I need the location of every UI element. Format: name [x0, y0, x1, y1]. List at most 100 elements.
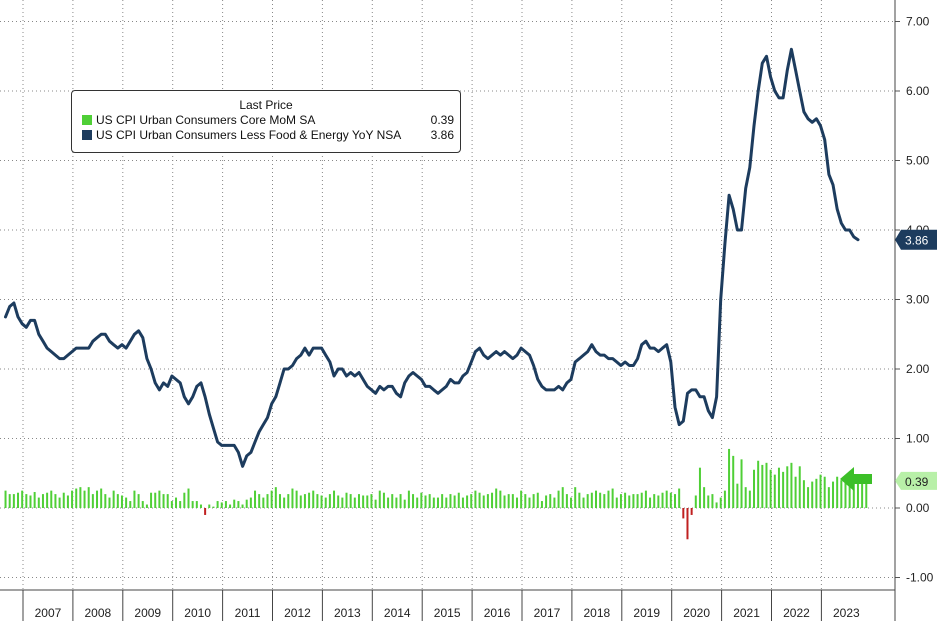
bar-mom — [865, 480, 868, 508]
x-tick-label: 2020 — [683, 606, 710, 620]
bar-mom — [491, 492, 494, 508]
bar-mom — [474, 490, 477, 508]
bar-mom — [636, 494, 639, 508]
bar-mom — [333, 490, 336, 508]
bar-mom — [507, 494, 510, 508]
bar-mom — [137, 494, 140, 508]
bar-mom — [436, 497, 439, 508]
bar-mom — [503, 495, 506, 508]
y-tick-label: 2.00 — [906, 362, 930, 376]
bar-mom — [773, 474, 776, 508]
bar-mom — [283, 497, 286, 508]
bar-mom — [499, 490, 502, 508]
bar-mom — [545, 495, 548, 508]
bar-mom — [532, 494, 535, 508]
bar-mom — [482, 495, 485, 508]
bar-mom — [370, 494, 373, 508]
bar-mom — [757, 460, 760, 508]
bar-mom — [511, 494, 514, 508]
bar-mom — [66, 495, 69, 508]
bar-mom — [303, 494, 306, 508]
y-tick-label: -1.00 — [906, 571, 934, 585]
y-tick-label: 6.00 — [906, 84, 930, 98]
bar-mom — [798, 466, 801, 508]
bar-mom — [769, 469, 772, 508]
bar-mom — [345, 492, 348, 508]
bar-mom — [536, 492, 539, 508]
bar-mom — [349, 494, 352, 508]
bar-mom — [815, 478, 818, 508]
bar-mom — [407, 490, 410, 508]
last-value-yoy: 3.86 — [905, 234, 929, 248]
bar-mom — [96, 490, 99, 508]
legend-box: Last Price US CPI Urban Consumers Core M… — [71, 90, 461, 153]
bar-mom — [133, 490, 136, 508]
bar-mom — [782, 471, 785, 508]
x-tick-label: 2013 — [334, 606, 361, 620]
bar-mom — [827, 487, 830, 508]
bar-mom — [104, 494, 107, 508]
bar-mom — [357, 494, 360, 508]
bar-mom — [4, 490, 7, 508]
bar-mom — [100, 488, 103, 508]
bar-mom — [628, 495, 631, 508]
bar-mom — [802, 480, 805, 508]
bar-mom — [740, 459, 743, 508]
bar-mom — [445, 497, 448, 508]
bar-mom — [852, 481, 855, 508]
bar-mom — [179, 501, 182, 508]
last-value-tag-mom — [895, 471, 937, 490]
bar-mom — [744, 487, 747, 508]
bar-mom — [524, 494, 527, 508]
bar-mom — [686, 508, 689, 540]
legend-item-core-yoy: US CPI Urban Consumers Less Food & Energ… — [72, 128, 460, 143]
bar-mom — [54, 494, 57, 508]
bar-mom — [678, 488, 681, 508]
bar-mom — [195, 501, 198, 508]
bar-mom — [46, 492, 49, 508]
bar-mom — [794, 476, 797, 508]
bar-mom — [237, 501, 240, 508]
x-tick-label: 2016 — [484, 606, 511, 620]
bar-mom — [848, 480, 851, 508]
bar-mom — [270, 490, 273, 508]
bar-mom — [382, 492, 385, 508]
bar-mom — [204, 508, 207, 515]
bar-mom — [220, 502, 223, 508]
x-tick-label: 2008 — [84, 606, 111, 620]
bar-mom — [387, 497, 390, 508]
legend-label-mom: US CPI Urban Consumers Core MoM SA — [96, 113, 316, 127]
x-tick-label: 2022 — [783, 606, 810, 620]
bar-mom — [653, 494, 656, 508]
bar-mom — [378, 490, 381, 508]
bar-mom — [728, 448, 731, 508]
bar-mom — [266, 494, 269, 508]
bar-mom — [399, 494, 402, 508]
bar-mom — [570, 497, 573, 508]
bar-mom — [665, 490, 668, 508]
bar-mom — [145, 504, 148, 508]
bar-mom — [33, 492, 36, 508]
bar-mom — [753, 469, 756, 508]
bar-mom — [761, 464, 764, 508]
bar-mom — [299, 495, 302, 508]
bar-mom — [41, 494, 44, 508]
x-tick-label: 2012 — [284, 606, 311, 620]
bar-mom — [540, 501, 543, 508]
bar-mom — [470, 494, 473, 508]
x-tick-label: 2014 — [384, 606, 411, 620]
bar-mom — [112, 490, 115, 508]
bar-mom — [723, 490, 726, 508]
bar-mom — [8, 494, 11, 508]
bar-mom — [836, 476, 839, 508]
bar-mom — [640, 492, 643, 508]
bar-mom — [212, 506, 215, 508]
bar-mom — [603, 494, 606, 508]
bar-mom — [823, 476, 826, 508]
bar-mom — [607, 490, 610, 508]
bar-mom — [690, 508, 693, 515]
y-tick-label: 7.00 — [906, 15, 930, 29]
bar-mom — [765, 462, 768, 508]
bar-mom — [120, 495, 123, 508]
